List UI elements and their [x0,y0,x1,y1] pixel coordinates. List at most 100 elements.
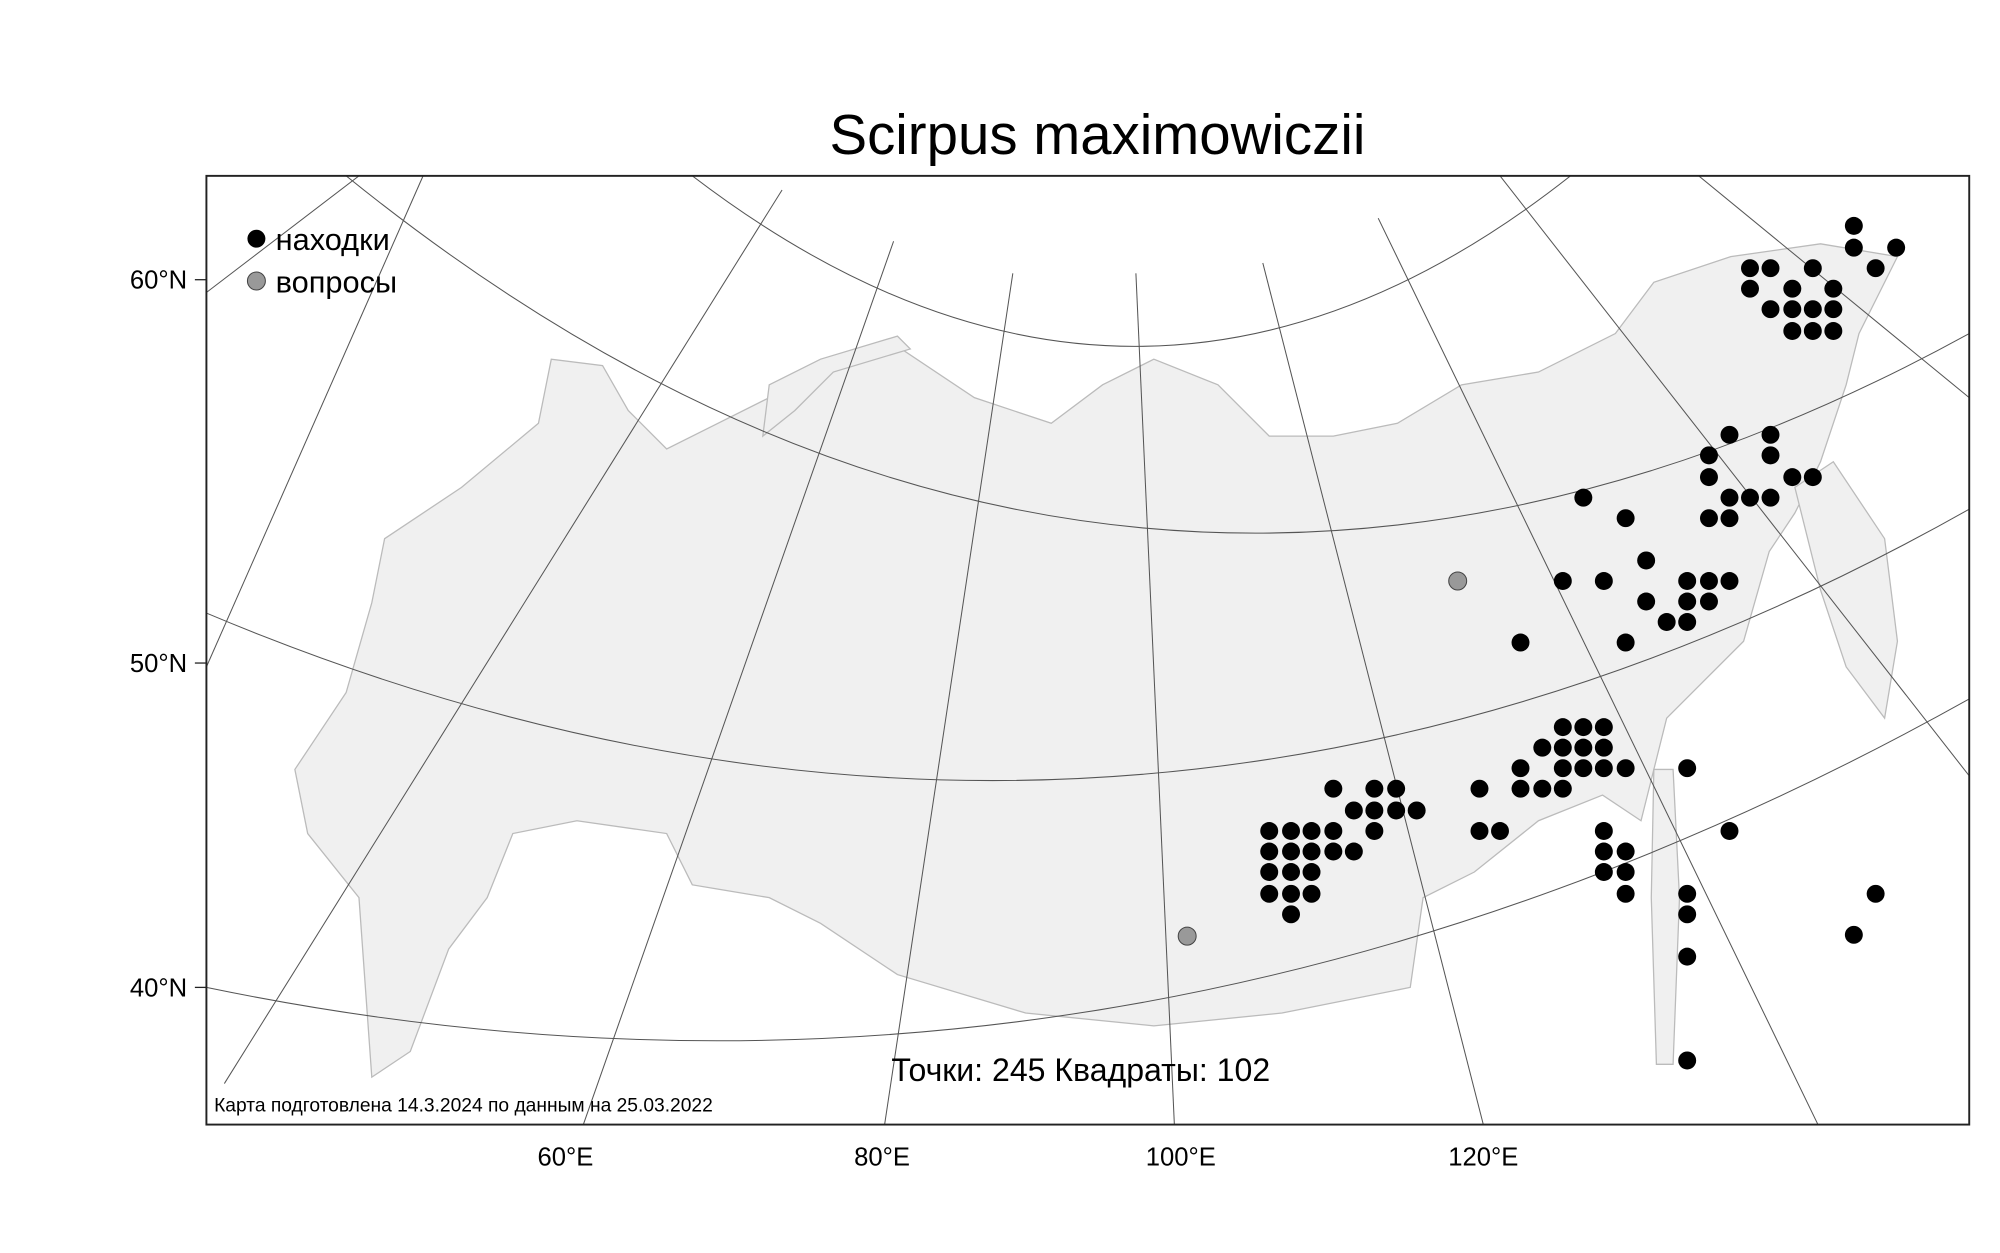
find-point [1803,322,1822,340]
meridian-line [223,189,783,1084]
find-point [1700,468,1718,487]
find-point [1761,425,1780,444]
land-mass [294,243,1899,1079]
legend-questions-marker [246,271,266,291]
parallel-line [206,508,1970,782]
footer-note: Карта подготовлена 14.3.2024 по данным н… [214,1096,713,1117]
find-point [1282,884,1300,903]
find-point [1574,738,1593,757]
find-point [1637,551,1656,570]
find-point [1365,801,1384,820]
find-point [1824,300,1843,319]
find-point [1324,822,1343,840]
lon-axis: 60°E 80°E 100°E 120°E [537,1144,1518,1172]
find-point [1720,572,1739,590]
find-point [1803,468,1822,487]
stats-text: Точки: 245 Квадраты: 102 [891,1052,1270,1088]
find-point [1260,863,1279,881]
lon-label: 120°E [1448,1144,1518,1172]
find-point [1324,842,1343,861]
find-point [1407,801,1426,820]
meridian-line [1135,273,1175,1125]
find-point [1741,279,1759,298]
find-point [1470,779,1489,798]
find-point [1574,718,1593,737]
kamchatka [1794,460,1899,720]
lat-axis: 60°N 50°N 40°N [130,267,207,1002]
find-point [1574,488,1593,507]
meridian-line [582,241,895,1125]
find-point [1344,842,1363,861]
legend-finds-marker [247,229,266,248]
find-point [1700,572,1718,590]
find-point [1824,322,1843,340]
meridian-line [206,175,424,668]
find-point [1616,633,1635,652]
find-point [1678,592,1697,611]
find-point [1511,633,1530,652]
question-point [1448,571,1468,591]
lat-label: 50°N [130,650,187,678]
find-point [1594,572,1613,590]
find-point [1616,509,1635,528]
legend-questions-label: вопросы [276,265,397,300]
find-point [1302,884,1321,903]
meridian-line [1499,175,1970,777]
find-point [1844,238,1863,257]
find-point [1594,863,1613,881]
find-point [1302,842,1321,861]
find-point [1260,822,1279,840]
map-frame [205,174,1971,1126]
find-point [1637,592,1656,611]
find-point [1511,779,1530,798]
find-point [1594,738,1613,757]
find-point [1720,509,1739,528]
find-point [1657,613,1676,631]
find-point [1470,822,1489,840]
find-point [1761,300,1780,319]
find-point [1553,718,1572,737]
meridian-line [884,273,1014,1125]
find-point [1678,905,1697,924]
lon-label: 80°E [854,1144,910,1172]
graticule [206,175,1970,1125]
find-point [1553,572,1572,590]
find-point [1553,738,1572,757]
find-point [1594,759,1613,778]
find-point [1324,779,1343,798]
meridian-line [1377,217,1819,1125]
find-point [1844,925,1863,944]
find-point [1282,905,1300,924]
find-point [1344,801,1363,820]
find-point [1574,759,1593,778]
find-point [1783,322,1802,340]
find-point [1866,884,1885,903]
lon-label: 100°E [1146,1144,1216,1172]
find-point [1365,779,1384,798]
find-point [1887,238,1906,257]
find-point [1678,572,1697,590]
find-point [1678,613,1697,631]
find-point [1282,842,1300,861]
find-point [1844,216,1863,235]
find-point [1302,822,1321,840]
find-point [1678,759,1697,778]
find-point [1741,259,1759,278]
find-point [1720,488,1739,507]
find-point [1678,947,1697,966]
find-point [1700,509,1718,528]
find-point [1720,822,1739,840]
find-point [1616,759,1635,778]
find-point [1700,446,1718,465]
find-point [1761,446,1780,465]
find-point [1260,842,1279,861]
legend-finds-label: находки [276,222,390,257]
find-point [1282,863,1300,881]
find-point [1616,863,1635,881]
occurrence-points [1177,216,1906,1070]
find-point [1553,759,1572,778]
meridian-line [206,175,360,293]
find-point [1594,822,1613,840]
find-point [1700,592,1718,611]
find-point [1387,801,1406,820]
